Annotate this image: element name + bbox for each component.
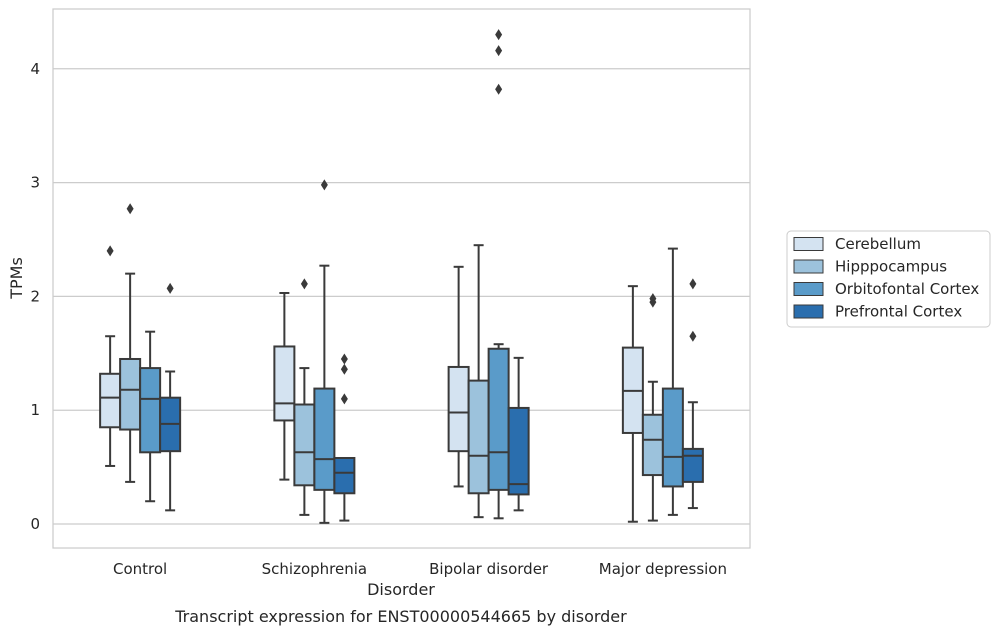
x-tick-label: Schizophrenia <box>262 560 367 578</box>
outlier-point <box>126 203 134 215</box>
box-cerebellum-3 <box>621 285 644 523</box>
legend: Cerebellum Hipppocampus Orbitofontal Corte… <box>786 230 991 328</box>
y-tick-label: 4 <box>30 60 40 78</box>
outlier-point <box>495 83 503 95</box>
box-cerebellum-0 <box>99 245 122 467</box>
outlier-point <box>689 330 697 342</box>
x-axis-ticks: Control Schizophrenia Bipolar disorder Majo… <box>113 560 727 578</box>
x-axis-title: Disorder <box>367 580 435 599</box>
box-orbitofontal-cortex-2 <box>487 29 510 520</box>
legend-frame <box>786 230 991 328</box>
legend-swatch <box>793 304 824 319</box>
x-tick-label: Bipolar disorder <box>429 560 549 578</box>
legend-label: Orbitofontal Cortex <box>835 280 979 298</box>
outlier-point <box>106 245 114 257</box>
box-body <box>273 345 296 422</box>
box-body <box>641 413 664 477</box>
y-tick-label: 0 <box>30 515 40 533</box>
outlier-point <box>689 278 697 290</box>
y-axis-ticks: 0 1 2 3 4 <box>30 60 40 533</box>
plot-area-frame <box>52 8 751 549</box>
outlier-point <box>340 363 348 375</box>
box-hipppocampus-0 <box>119 203 142 483</box>
outlier-point <box>300 278 308 290</box>
box-hipppocampus-3 <box>641 293 664 522</box>
box-body <box>681 447 704 483</box>
box-orbitofontal-cortex-0 <box>139 330 162 503</box>
x-tick-label: Major depression <box>599 560 727 578</box>
outlier-point <box>340 393 348 405</box>
box-body <box>487 347 510 491</box>
box-prefrontal-cortex-0 <box>159 282 182 512</box>
box-body <box>333 456 356 495</box>
box-body <box>507 406 530 496</box>
box-body <box>293 403 316 487</box>
outlier-point <box>340 353 348 365</box>
legend-swatch <box>793 259 824 274</box>
box-body <box>661 387 684 488</box>
chart-caption: Transcript expression for ENST0000054466… <box>174 607 627 626</box>
box-body <box>99 372 122 429</box>
y-tick-label: 1 <box>30 401 40 419</box>
box-prefrontal-cortex-2 <box>507 356 530 512</box>
box-orbitofontal-cortex-1 <box>313 179 336 524</box>
box-prefrontal-cortex-1 <box>333 353 356 522</box>
box-body <box>313 387 336 491</box>
legend-label: Prefrontal Cortex <box>835 303 962 321</box>
outlier-point <box>495 45 503 57</box>
box-body <box>467 379 490 495</box>
legend-label: Hipppocampus <box>835 258 947 276</box>
legend-swatch <box>793 282 824 296</box>
boxes <box>99 29 704 524</box>
box-prefrontal-cortex-3 <box>681 278 704 510</box>
outlier-point <box>320 179 328 191</box>
box-body <box>139 367 162 454</box>
y-axis-title: TPMs <box>7 257 26 300</box>
box-cerebellum-2 <box>447 265 470 488</box>
legend-swatch <box>793 237 824 251</box>
box-orbitofontal-cortex-3 <box>661 247 684 516</box>
outlier-point <box>166 282 174 294</box>
legend-label: Cerebellum <box>835 235 921 253</box>
box-hipppocampus-2 <box>467 244 490 519</box>
box-hipppocampus-1 <box>293 278 316 516</box>
box-body <box>447 365 470 453</box>
y-tick-label: 3 <box>30 174 40 192</box>
box-cerebellum-1 <box>273 291 296 481</box>
outlier-point <box>649 293 657 305</box>
outlier-point <box>495 29 503 41</box>
box-body <box>119 357 142 431</box>
y-tick-label: 2 <box>30 287 40 305</box>
x-tick-label: Control <box>113 560 167 578</box>
